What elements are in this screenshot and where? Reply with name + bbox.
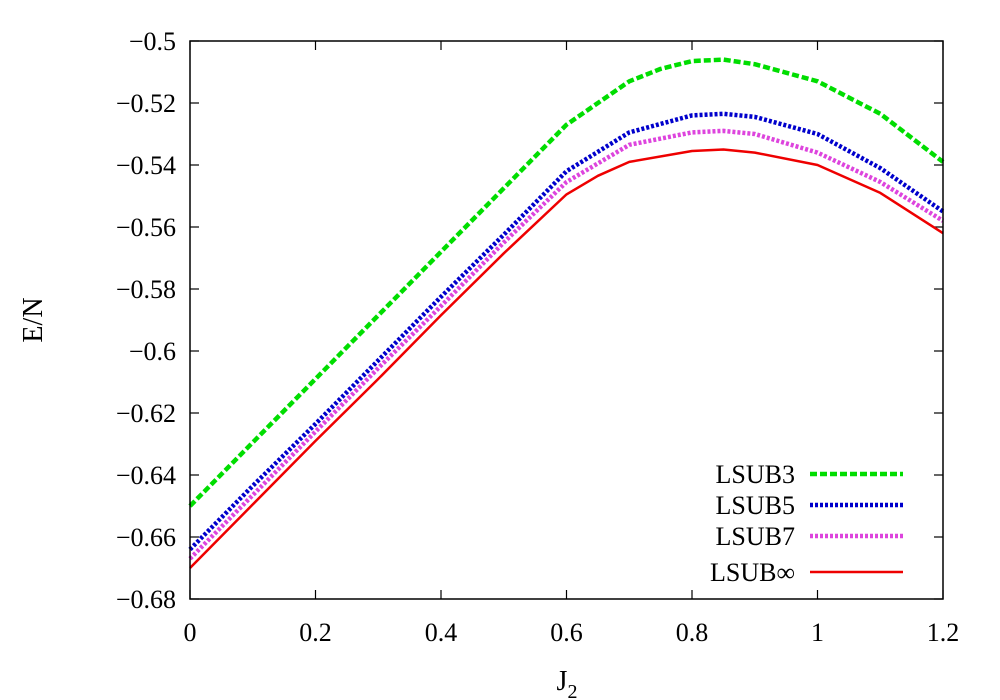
series-line-3: [188, 128, 945, 561]
series-line-4: [189, 148, 944, 569]
series-layer: [188, 57, 945, 569]
legend-label-1: LSUB3: [716, 460, 795, 489]
y-tick-label: −0.64: [116, 461, 176, 490]
y-tick-label: −0.52: [116, 89, 176, 118]
y-tick-label: −0.6: [129, 337, 176, 366]
ticks-layer: 0 0.2 0.4 0.6 0.8 1 1.2 −0.5 −0.52 −0.54 −0.56 −0.5…: [116, 27, 959, 647]
y-tick-label: −0.62: [116, 399, 176, 428]
series-line-1: [188, 57, 945, 508]
x-axis-title-main: J: [557, 666, 568, 697]
x-axis-title-subscript: 2: [567, 681, 577, 700]
legend-label-4: LSUB∞: [710, 558, 795, 587]
series-line-2: [188, 111, 945, 551]
y-tick-label: −0.56: [116, 213, 176, 242]
legend-label-2: LSUB5: [716, 491, 795, 520]
plot-frame: [189, 40, 944, 600]
x-tick-label: 0.6: [550, 618, 583, 647]
x-tick-label: 0.2: [299, 618, 332, 647]
y-tick-label: −0.5: [129, 27, 176, 56]
x-tick-label: 1: [811, 618, 824, 647]
x-tick-label: 0.4: [425, 618, 458, 647]
x-tick-label: 0.8: [676, 618, 709, 647]
x-tick-label: 1.2: [927, 618, 960, 647]
y-tick-label: −0.68: [116, 585, 176, 614]
legend-label-3: LSUB7: [716, 522, 795, 551]
y-axis-title: E/N: [18, 297, 49, 342]
x-axis-title: J2: [557, 666, 578, 700]
y-tick-label: −0.58: [116, 275, 176, 304]
x-tick-label: 0: [184, 618, 197, 647]
y-tick-label: −0.66: [116, 523, 176, 552]
y-tick-label: −0.54: [116, 151, 176, 180]
